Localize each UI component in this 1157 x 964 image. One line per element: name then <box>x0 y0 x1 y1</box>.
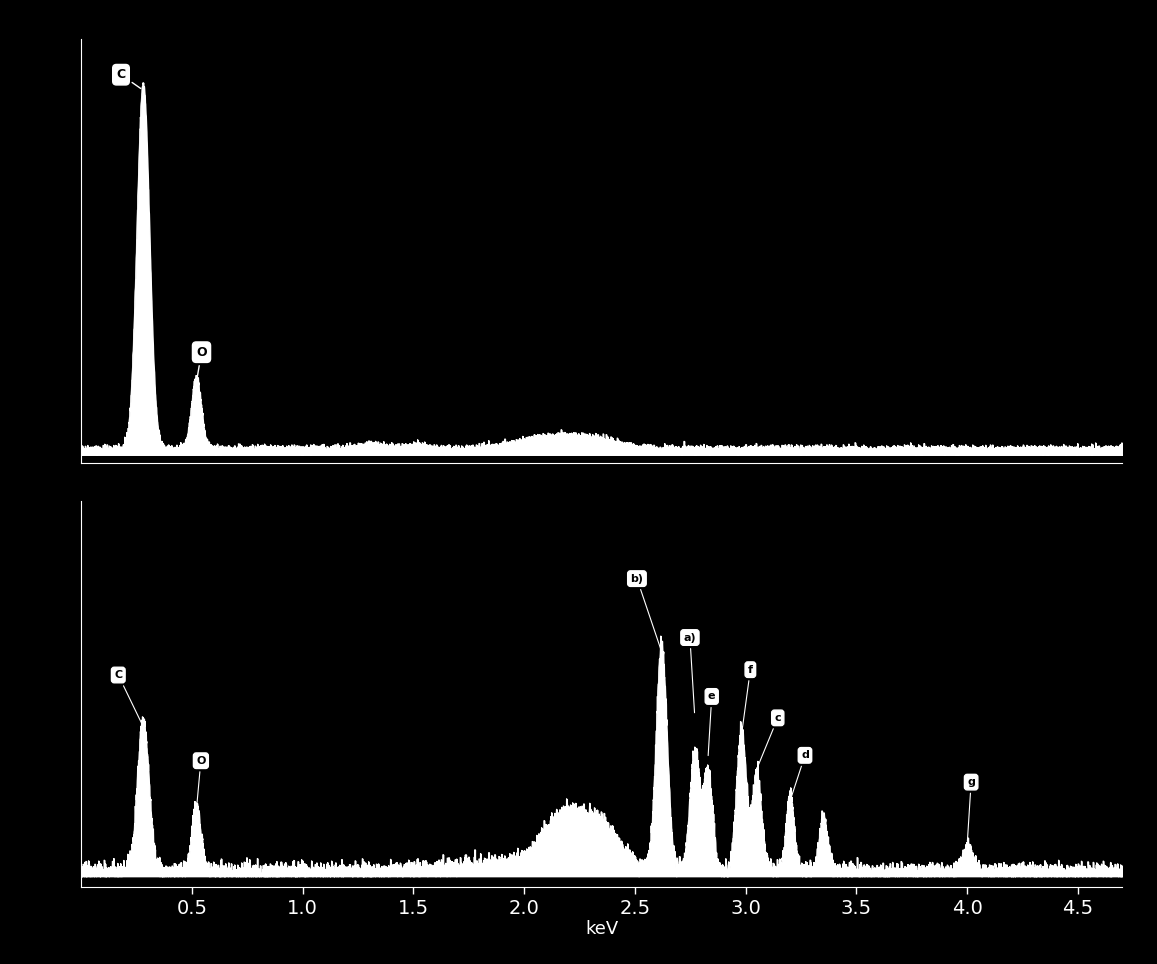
Text: C: C <box>117 68 141 89</box>
Text: C: C <box>115 670 142 724</box>
Text: f: f <box>742 664 753 735</box>
Text: O: O <box>197 346 207 381</box>
Text: e: e <box>708 691 715 756</box>
Text: c: c <box>758 712 781 766</box>
X-axis label: keV: keV <box>585 921 618 939</box>
Text: a): a) <box>684 632 697 712</box>
Text: b): b) <box>631 574 661 649</box>
Text: g: g <box>967 777 975 842</box>
Text: d: d <box>791 750 809 798</box>
Text: O: O <box>197 756 206 809</box>
